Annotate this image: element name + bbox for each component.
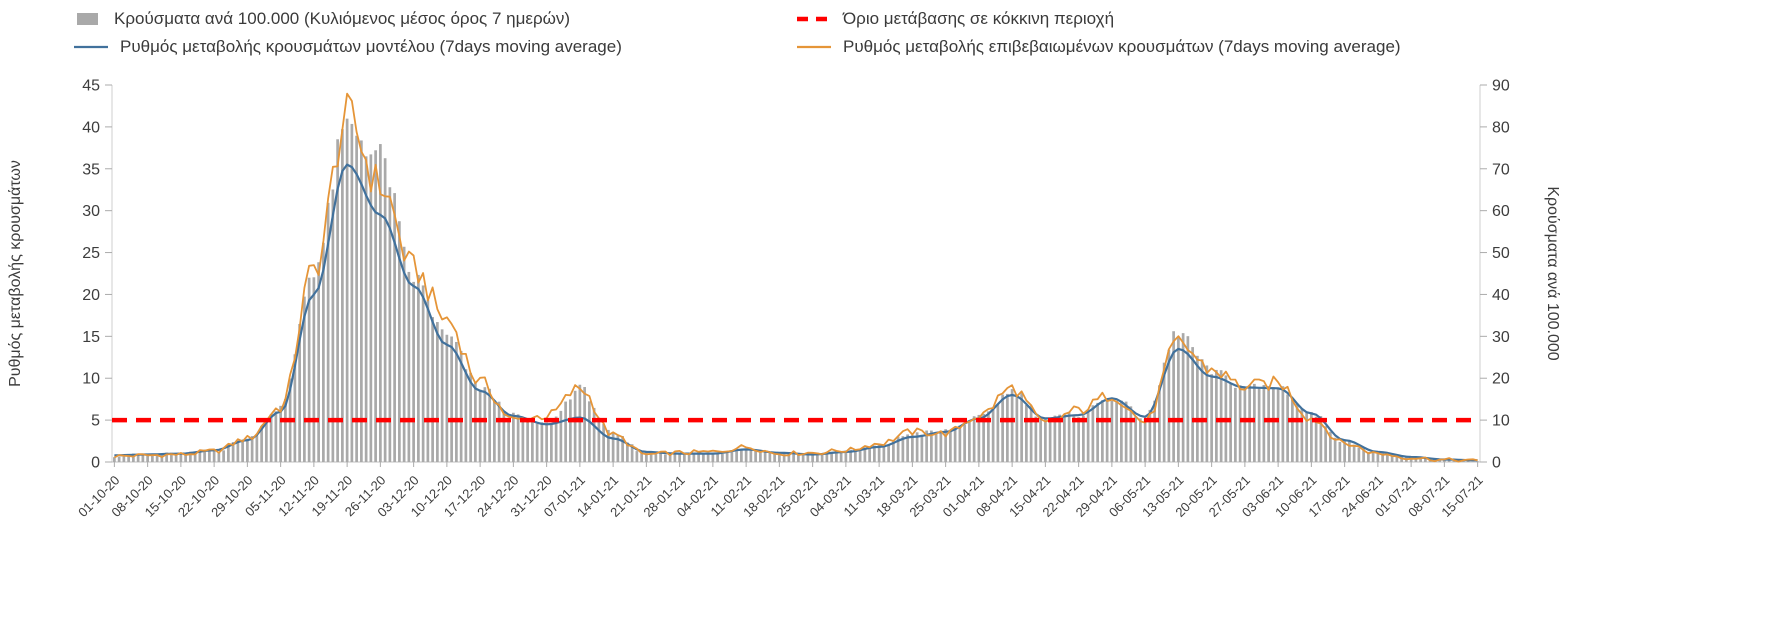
svg-text:25: 25 bbox=[82, 245, 100, 262]
svg-text:10: 10 bbox=[82, 371, 100, 388]
legend-label-cases-bars: Κρούσματα ανά 100.000 (Κυλιόμενος μέσος … bbox=[114, 9, 571, 28]
bar-series-swatch-icon bbox=[77, 13, 98, 25]
legend-item-threshold: Όριο μετάβασης σε κόκκινη περιοχή bbox=[795, 8, 1114, 30]
svg-text:70: 70 bbox=[1492, 161, 1510, 178]
svg-text:15: 15 bbox=[82, 329, 100, 346]
svg-text:10: 10 bbox=[1492, 413, 1510, 430]
right-axis-title: Κρούσματα ανά 100.000 bbox=[1544, 186, 1561, 360]
bars-series bbox=[113, 118, 1479, 463]
svg-text:30: 30 bbox=[1492, 329, 1510, 346]
svg-text:5: 5 bbox=[91, 413, 100, 430]
legend-item-model-line: Ρυθμός μεταβολής κρουσμάτων μοντέλου (7d… bbox=[72, 36, 622, 58]
svg-text:20: 20 bbox=[82, 287, 100, 304]
legend-label-model-line: Ρυθμός μεταβολής κρουσμάτων μοντέλου (7d… bbox=[120, 37, 622, 56]
legend-label-confirmed-line: Ρυθμός μεταβολής επιβεβαιωμένων κρουσμάτ… bbox=[843, 37, 1401, 56]
right-axis: 0 10 20 30 40 50 60 70 80 90 bbox=[1480, 78, 1510, 472]
legend-item-confirmed-line: Ρυθμός μεταβολής επιβεβαιωμένων κρουσμάτ… bbox=[795, 36, 1401, 58]
svg-text:40: 40 bbox=[82, 119, 100, 136]
svg-text:50: 50 bbox=[1492, 245, 1510, 262]
legend-item-cases-bars: Κρούσματα ανά 100.000 (Κυλιόμενος μέσος … bbox=[72, 8, 570, 30]
svg-text:60: 60 bbox=[1492, 203, 1510, 220]
svg-text:30: 30 bbox=[82, 203, 100, 220]
svg-text:40: 40 bbox=[1492, 287, 1510, 304]
chart-legend: Κρούσματα ανά 100.000 (Κυλιόμενος μέσος … bbox=[0, 0, 1771, 64]
left-axis-title: Ρυθμός μεταβολής κρουσμάτων bbox=[7, 160, 24, 387]
axes bbox=[111, 85, 1481, 463]
svg-text:0: 0 bbox=[91, 455, 100, 472]
confirmed-line-series bbox=[113, 92, 1478, 463]
svg-text:20: 20 bbox=[1492, 371, 1510, 388]
confirmed-line-swatch-icon bbox=[797, 45, 831, 49]
threshold-dash-swatch-icon bbox=[797, 16, 831, 22]
chart-plot-area: 0 5 10 15 20 25 30 35 40 45 0 10 20 30 40 50 60 70 80 90 01-… bbox=[7, 78, 1561, 520]
svg-text:35: 35 bbox=[82, 161, 100, 178]
legend-label-threshold: Όριο μετάβασης σε κόκκινη περιοχή bbox=[843, 9, 1115, 28]
left-axis: 0 5 10 15 20 25 30 35 40 45 bbox=[82, 78, 112, 472]
svg-text:80: 80 bbox=[1492, 119, 1510, 136]
svg-text:90: 90 bbox=[1492, 78, 1510, 95]
svg-text:45: 45 bbox=[82, 78, 100, 95]
svg-text:0: 0 bbox=[1492, 455, 1501, 472]
model-line-swatch-icon bbox=[74, 45, 108, 49]
x-axis: 01-10-2008-10-2015-10-2022-10-2029-10-20… bbox=[75, 462, 1486, 520]
